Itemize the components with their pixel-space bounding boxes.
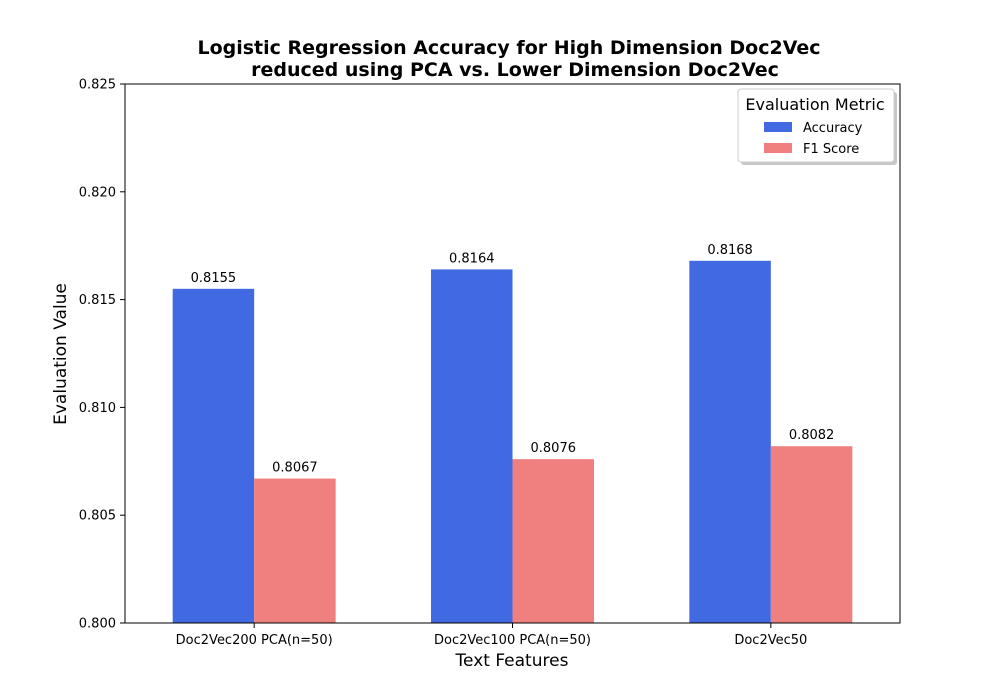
x-tick-label-1: Doc2Vec200 PCA(n=50) [176,633,333,648]
bar-f1-score-2 [512,459,594,623]
data-label-f1-score-2: 0.8076 [531,441,577,456]
data-label-accuracy-3: 0.8168 [707,243,753,258]
chart-title-line-1: Logistic Regression Accuracy for High Di… [197,37,820,59]
bar-labels-group: 0.8155 0.8067 0.8164 0.8076 0.8168 0.8082 [191,243,835,476]
data-label-f1-score-3: 0.8082 [789,428,835,443]
legend-title: Evaluation Metric [745,95,884,114]
x-axis: Doc2Vec200 PCA(n=50) Doc2Vec100 PCA(n=50)… [176,623,807,648]
bar-accuracy-3 [689,260,771,623]
data-label-accuracy-2: 0.8164 [449,251,495,266]
y-tick-label-5: 0.820 [79,185,116,200]
y-tick-label-2: 0.805 [79,509,116,524]
legend-swatch-f1-score [764,143,792,153]
bar-accuracy-2 [431,269,513,623]
x-tick-label-3: Doc2Vec50 [734,633,807,648]
legend-label-accuracy: Accuracy [803,121,863,136]
legend-label-f1-score: F1 Score [803,142,859,157]
data-label-accuracy-1: 0.8155 [191,271,237,286]
y-tick-label-3: 0.810 [79,401,116,416]
bars-group [172,260,853,623]
y-axis-label: Evaluation Value [51,283,71,425]
y-axis: 0.800 0.805 0.810 0.815 0.820 0.825 [79,78,125,632]
legend: Evaluation Metric Accuracy F1 Score [737,88,897,165]
x-tick-label-2: Doc2Vec100 PCA(n=50) [434,633,591,648]
bar-f1-score-1 [254,478,336,623]
y-tick-label-6: 0.825 [79,78,116,93]
y-tick-label-1: 0.800 [79,617,116,632]
x-axis-label: Text Features [455,651,569,671]
chart-title-line-2: reduced using PCA vs. Lower Dimension Do… [251,59,779,81]
bar-accuracy-1 [172,288,255,623]
legend-swatch-accuracy [764,122,792,132]
data-label-f1-score-1: 0.8067 [272,461,318,476]
bar-f1-score-3 [770,446,853,623]
plot-frame [124,83,901,624]
y-tick-label-4: 0.815 [79,293,116,308]
